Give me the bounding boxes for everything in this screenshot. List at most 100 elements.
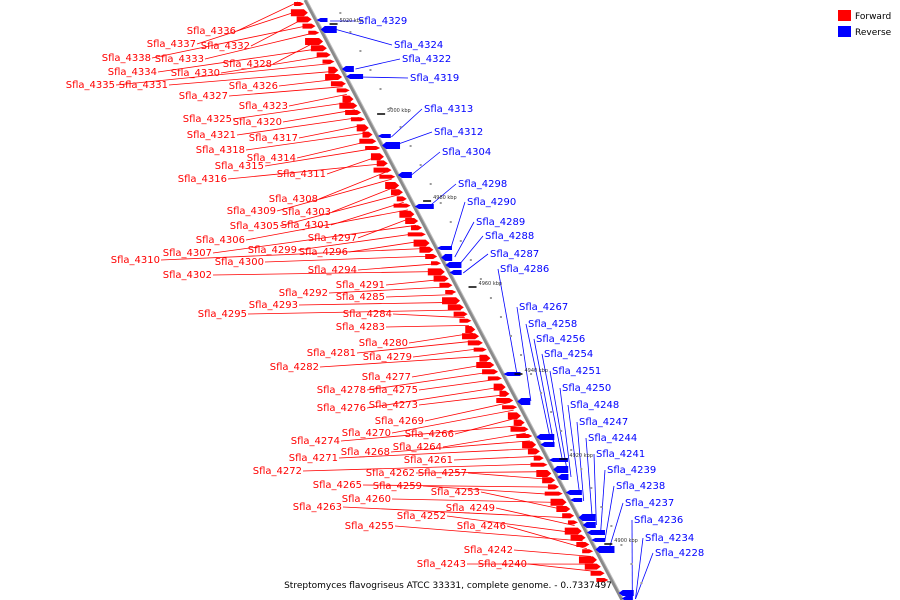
reverse-gene-label: Sfla_4289 xyxy=(476,217,525,228)
forward-gene-feature xyxy=(576,542,590,547)
forward-gene-label: Sfla_4276 xyxy=(317,403,366,414)
forward-gene-feature xyxy=(427,268,445,276)
forward-gene-feature xyxy=(459,318,472,323)
forward-gene-label: Sfla_4333 xyxy=(155,54,204,65)
forward-gene-feature xyxy=(407,232,426,237)
forward-gene-feature xyxy=(339,102,358,109)
scale-tick-label: 4980 kbp xyxy=(433,195,457,201)
forward-gene-label: Sfla_4259 xyxy=(373,481,422,492)
forward-label-connector xyxy=(467,472,551,480)
forward-label-connector xyxy=(338,448,535,459)
forward-gene-feature xyxy=(379,174,396,179)
minor-feature-mark xyxy=(640,582,643,584)
minor-feature-mark xyxy=(349,31,352,33)
reverse-gene-feature xyxy=(441,254,453,261)
forward-label-connector xyxy=(236,1,299,32)
forward-gene-feature xyxy=(405,218,419,224)
reverse-gene-label: Sfla_4236 xyxy=(634,515,683,526)
reverse-gene-feature xyxy=(414,204,434,209)
forward-gene-label: Sfla_4314 xyxy=(247,153,296,164)
reverse-label-connector xyxy=(359,76,409,79)
reverse-gene-label: Sfla_4247 xyxy=(579,417,628,428)
forward-gene-feature xyxy=(413,239,430,247)
forward-label-connector xyxy=(232,101,351,120)
forward-gene-label: Sfla_4305 xyxy=(230,221,279,232)
forward-gene-feature xyxy=(442,297,461,305)
forward-gene-label: Sfla_4240 xyxy=(478,559,527,570)
forward-label-connector xyxy=(391,498,563,503)
forward-gene-feature xyxy=(476,362,495,368)
reverse-label-connector xyxy=(635,552,654,600)
forward-gene-feature xyxy=(433,275,449,282)
reverse-gene-label: Sfla_4322 xyxy=(402,54,451,65)
forward-gene-label: Sfla_4336 xyxy=(187,26,236,37)
reverse-gene-feature xyxy=(377,134,391,138)
forward-gene-feature xyxy=(499,390,510,397)
forward-gene-feature xyxy=(365,146,381,150)
minor-feature-mark xyxy=(620,544,623,546)
reverse-gene-label: Sfla_4304 xyxy=(442,147,491,158)
reverse-gene-label: Sfla_4238 xyxy=(616,481,665,492)
forward-gene-label: Sfla_4309 xyxy=(227,206,276,217)
forward-label-connector xyxy=(392,313,465,319)
forward-gene-feature xyxy=(567,520,578,525)
forward-gene-label: Sfla_4332 xyxy=(201,41,250,52)
forward-label-connector xyxy=(220,55,327,74)
forward-gene-label: Sfla_4249 xyxy=(446,503,495,514)
forward-gene-label: Sfla_4283 xyxy=(336,322,385,333)
scale-tick-label: 4940 kbp xyxy=(524,368,548,374)
reverse-gene-label: Sfla_4244 xyxy=(588,433,637,444)
forward-gene-feature xyxy=(542,477,556,484)
reverse-gene-label: Sfla_4267 xyxy=(519,302,568,313)
minor-feature-mark xyxy=(570,449,573,451)
forward-gene-label: Sfla_4326 xyxy=(229,81,278,92)
forward-label-connector xyxy=(302,463,543,472)
forward-label-connector xyxy=(245,132,368,151)
minor-feature-mark xyxy=(630,563,633,565)
forward-label-connector xyxy=(247,309,461,315)
reverse-gene-feature xyxy=(320,26,337,33)
forward-gene-feature xyxy=(467,340,483,346)
reverse-gene-feature xyxy=(595,546,615,553)
forward-gene-feature xyxy=(390,189,403,196)
forward-gene-feature xyxy=(502,405,518,410)
scale-tick-label: 5000 kbp xyxy=(387,108,411,114)
forward-gene-feature xyxy=(564,527,582,535)
reverse-gene-feature xyxy=(565,490,582,495)
forward-gene-label: Sfla_4272 xyxy=(253,466,302,477)
forward-gene-label: Sfla_4318 xyxy=(196,145,245,156)
forward-gene-label: Sfla_4281 xyxy=(307,348,356,359)
minor-feature-mark xyxy=(339,12,342,14)
forward-gene-feature xyxy=(487,376,502,381)
forward-gene-feature xyxy=(462,333,480,340)
forward-gene-label: Sfla_4268 xyxy=(341,447,390,458)
forward-gene-label: Sfla_4302 xyxy=(163,270,212,281)
reverse-label-connector xyxy=(576,421,585,502)
forward-gene-label: Sfla_4325 xyxy=(183,114,232,125)
forward-gene-feature xyxy=(447,304,464,311)
legend-forward-label: Forward xyxy=(855,12,891,22)
forward-label-connector xyxy=(424,402,510,422)
forward-label-connector xyxy=(326,155,380,175)
forward-label-connector xyxy=(296,140,372,159)
forward-gene-label: Sfla_4262 xyxy=(366,468,415,479)
reverse-gene-feature xyxy=(618,590,634,596)
reverse-label-connector xyxy=(541,353,563,462)
reverse-gene-label: Sfla_4228 xyxy=(655,548,704,559)
reverse-label-connector xyxy=(334,28,393,46)
minor-feature-mark xyxy=(409,145,412,147)
forward-gene-label: Sfla_4327 xyxy=(179,91,228,102)
forward-gene-feature xyxy=(584,563,601,570)
legend-forward-swatch xyxy=(838,10,851,21)
minor-feature-mark xyxy=(439,202,442,204)
forward-gene-label: Sfla_4270 xyxy=(342,428,391,439)
forward-gene-feature xyxy=(302,23,316,29)
reverse-gene-label: Sfla_4313 xyxy=(424,104,473,115)
forward-gene-label: Sfla_4280 xyxy=(359,338,408,349)
forward-label-connector xyxy=(319,355,486,368)
forward-label-connector xyxy=(160,248,429,261)
reverse-gene-label: Sfla_4290 xyxy=(467,197,516,208)
minor-feature-mark xyxy=(520,354,523,356)
reverse-gene-label: Sfla_4324 xyxy=(394,40,443,51)
forward-label-connector xyxy=(348,240,425,253)
